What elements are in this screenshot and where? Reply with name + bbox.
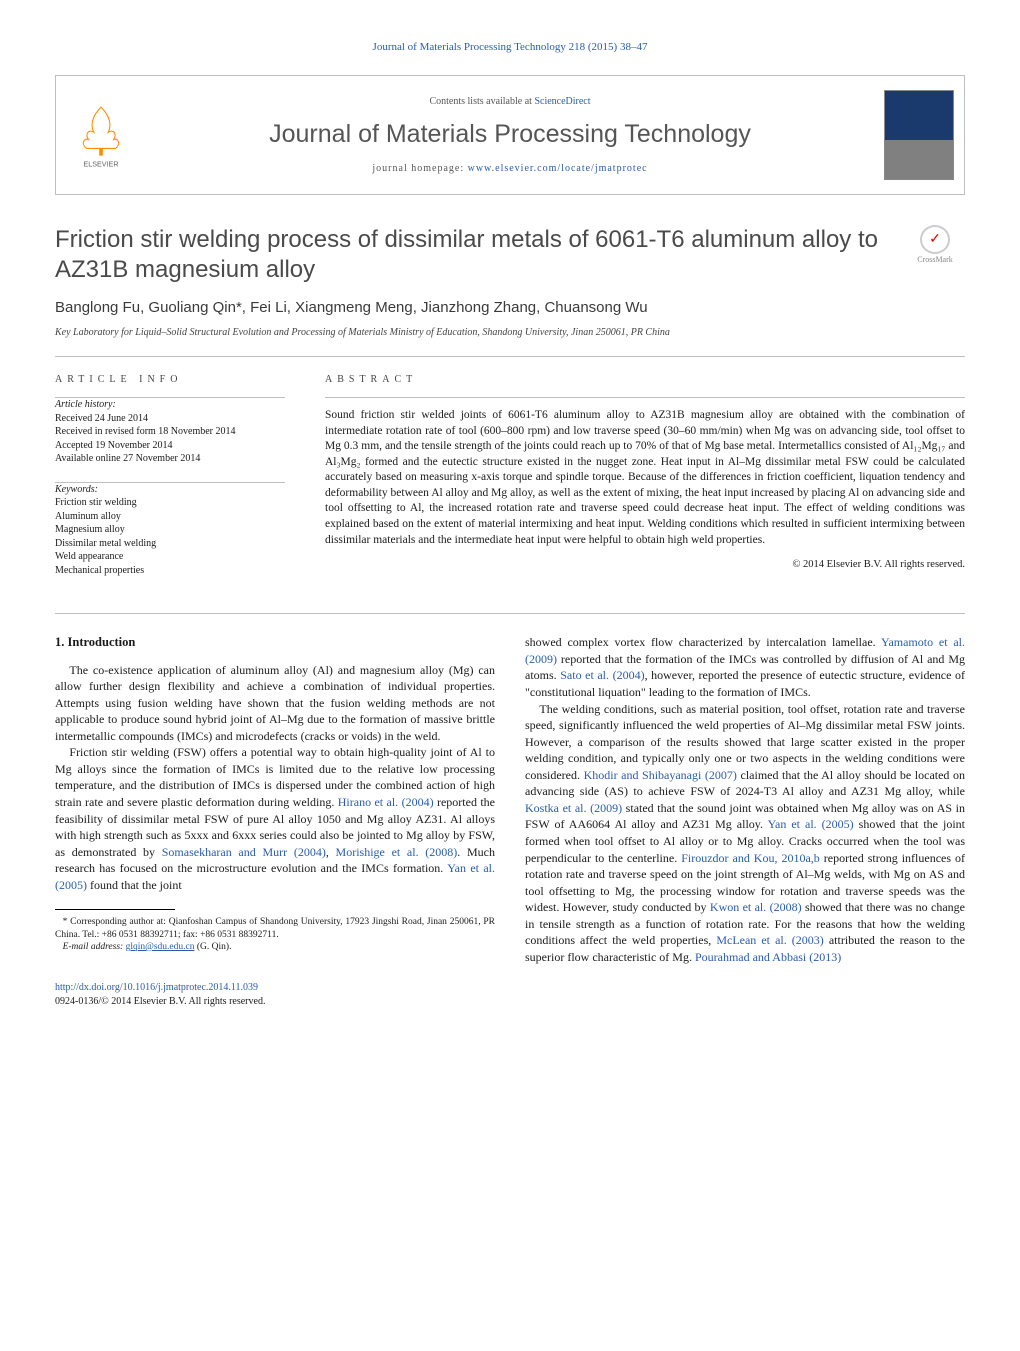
- body-text: showed complex vortex flow characterized…: [525, 635, 881, 649]
- article-title: Friction stir welding process of dissimi…: [55, 225, 885, 285]
- masthead: ELSEVIER Contents lists available at Sci…: [55, 75, 965, 195]
- keyword: Aluminum alloy: [55, 510, 285, 524]
- accepted-date: Accepted 19 November 2014: [55, 439, 285, 453]
- elsevier-tree-icon: ELSEVIER: [71, 100, 131, 170]
- email-link[interactable]: glqin@sdu.edu.cn: [126, 942, 195, 952]
- contents-prefix: Contents lists available at: [429, 96, 534, 107]
- received-date: Received 24 June 2014: [55, 412, 285, 426]
- abs-rule: [325, 397, 965, 398]
- revised-date: Received in revised form 18 November 201…: [55, 425, 285, 439]
- contents-line: Contents lists available at ScienceDirec…: [158, 95, 862, 109]
- section-number: 1.: [55, 635, 64, 649]
- keyword: Dissimilar metal welding: [55, 537, 285, 551]
- homepage-line: journal homepage: www.elsevier.com/locat…: [158, 162, 862, 176]
- footnotes: * Corresponding author at: Qianfoshan Ca…: [55, 916, 495, 953]
- article-info-column: article info Article history: Received 2…: [55, 373, 285, 593]
- keywords-head: Keywords:: [55, 483, 285, 497]
- info-heading: article info: [55, 373, 285, 387]
- email-note: E-mail address: glqin@sdu.edu.cn (G. Qin…: [55, 941, 495, 953]
- online-date: Available online 27 November 2014: [55, 452, 285, 466]
- abstract-copyright: © 2014 Elsevier B.V. All rights reserved…: [325, 558, 965, 573]
- keywords-block: Keywords: Friction stir welding Aluminum…: [55, 483, 285, 578]
- keyword: Weld appearance: [55, 550, 285, 564]
- body-paragraph: Friction stir welding (FSW) offers a pot…: [55, 744, 495, 893]
- keyword: Friction stir welding: [55, 496, 285, 510]
- citation-link[interactable]: Yan et al. (2005): [768, 817, 854, 831]
- rule-top: [55, 356, 965, 357]
- affiliation: Key Laboratory for Liquid–Solid Structur…: [55, 326, 965, 340]
- body-right-column: showed complex vortex flow characterized…: [525, 634, 965, 965]
- journal-cover-icon: [884, 90, 954, 180]
- body-left-column: 1. Introduction The co-existence applica…: [55, 634, 495, 965]
- footnote-rule: [55, 909, 175, 910]
- top-citation: Journal of Materials Processing Technolo…: [55, 40, 965, 55]
- issn-copyright: 0924-0136/© 2014 Elsevier B.V. All right…: [55, 995, 965, 1009]
- crossmark-icon: [920, 225, 950, 254]
- crossmark-label: CrossMark: [917, 254, 953, 265]
- publisher-logo-cell: ELSEVIER: [56, 76, 146, 194]
- keyword: Magnesium alloy: [55, 523, 285, 537]
- citation-link[interactable]: Sato et al. (2004): [560, 668, 644, 682]
- rule-bottom: [55, 613, 965, 614]
- body-columns: 1. Introduction The co-existence applica…: [55, 634, 965, 965]
- homepage-prefix: journal homepage:: [372, 163, 467, 174]
- abstract-heading: abstract: [325, 373, 965, 387]
- citation-link[interactable]: Pourahmad and Abbasi (2013): [695, 950, 841, 964]
- journal-name: Journal of Materials Processing Technolo…: [158, 117, 862, 152]
- citation-link[interactable]: Morishige et al. (2008): [336, 845, 458, 859]
- history-head: Article history:: [55, 398, 285, 412]
- cover-thumb-cell: [874, 76, 964, 194]
- body-text: ,: [326, 845, 336, 859]
- body-paragraph: The welding conditions, such as material…: [525, 701, 965, 966]
- author-list: Banglong Fu, Guoliang Qin*, Fei Li, Xian…: [55, 297, 965, 318]
- citation-link[interactable]: McLean et al. (2003): [716, 933, 823, 947]
- abstract-text: Sound friction stir welded joints of 606…: [325, 408, 965, 548]
- homepage-link[interactable]: www.elsevier.com/locate/jmatprotec: [468, 163, 648, 174]
- section-heading: 1. Introduction: [55, 634, 495, 651]
- article-history: Article history: Received 24 June 2014 R…: [55, 398, 285, 466]
- citation-link[interactable]: Kostka et al. (2009): [525, 801, 622, 815]
- body-paragraph: The co-existence application of aluminum…: [55, 662, 495, 745]
- crossmark-badge[interactable]: CrossMark: [905, 225, 965, 265]
- citation-link[interactable]: Somasekharan and Murr (2004): [162, 845, 326, 859]
- body-paragraph: showed complex vortex flow characterized…: [525, 634, 965, 700]
- citation-link[interactable]: Hirano et al. (2004): [338, 795, 434, 809]
- email-label: E-mail address:: [63, 942, 126, 952]
- citation-link[interactable]: Khodir and Shibayanagi (2007): [584, 768, 737, 782]
- doi-link[interactable]: http://dx.doi.org/10.1016/j.jmatprotec.2…: [55, 982, 258, 993]
- corresponding-author-note: * Corresponding author at: Qianfoshan Ca…: [55, 916, 495, 941]
- page-footer: http://dx.doi.org/10.1016/j.jmatprotec.2…: [55, 981, 965, 1009]
- info-abstract-row: article info Article history: Received 2…: [55, 373, 965, 593]
- sciencedirect-link[interactable]: ScienceDirect: [534, 96, 590, 107]
- abstract-column: abstract Sound friction stir welded join…: [325, 373, 965, 593]
- citation-link[interactable]: Firouzdor and Kou, 2010a,b: [681, 851, 820, 865]
- title-row: Friction stir welding process of dissimi…: [55, 225, 965, 285]
- email-paren: (G. Qin).: [195, 942, 232, 952]
- citation-link[interactable]: Kwon et al. (2008): [710, 900, 802, 914]
- page-container: Journal of Materials Processing Technolo…: [0, 0, 1020, 1039]
- keyword: Mechanical properties: [55, 564, 285, 578]
- body-text: found that the joint: [87, 878, 182, 892]
- publisher-label: ELSEVIER: [83, 161, 118, 169]
- section-title: Introduction: [68, 635, 136, 649]
- masthead-center: Contents lists available at ScienceDirec…: [146, 76, 874, 194]
